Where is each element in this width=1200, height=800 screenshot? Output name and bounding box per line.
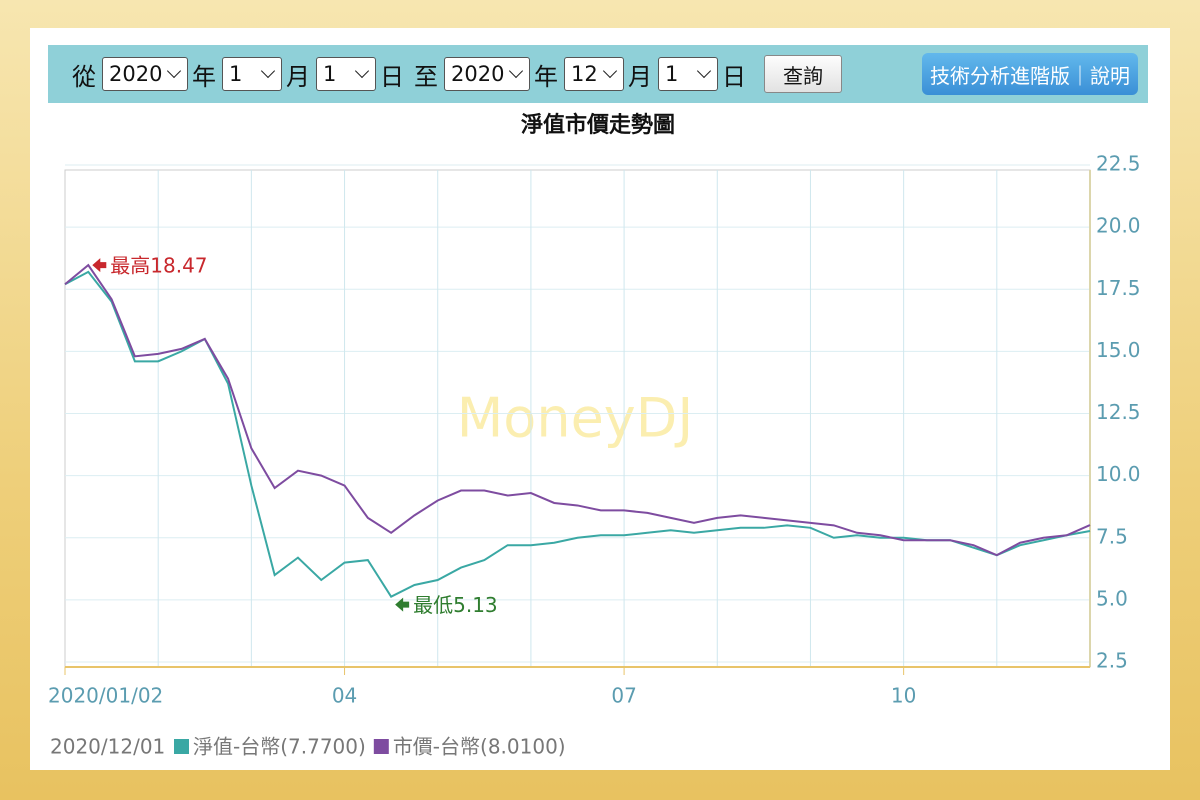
y-tick-label: 10.0: [1096, 462, 1141, 486]
label: 月: [286, 62, 310, 91]
day-select[interactable]: 1: [316, 57, 376, 91]
label: 日: [722, 62, 746, 91]
legend-date: 2020/12/01: [50, 735, 165, 759]
y-tick-label: 17.5: [1096, 276, 1141, 300]
month-select[interactable]: 12: [564, 57, 624, 91]
x-tick-label: 2020/01/02: [48, 684, 163, 708]
annotation: 最低5.13: [413, 593, 498, 617]
x-tick-label: 07: [611, 684, 636, 708]
y-tick-label: 5.0: [1096, 586, 1128, 610]
day-select[interactable]: 1: [658, 57, 718, 91]
month-select[interactable]: 1: [222, 57, 282, 91]
panel: 從 2020 年 1 月 1 日 至 2020 年 12 月 1 日 查詢 技術…: [30, 28, 1170, 770]
year-select[interactable]: 2020: [102, 57, 188, 91]
y-tick-label: 15.0: [1096, 338, 1141, 362]
annotation-arrow: [92, 258, 107, 273]
x-tick-label: 10: [891, 684, 916, 708]
x-tick-label: 04: [332, 684, 357, 708]
y-tick-label: 22.5: [1096, 152, 1141, 176]
legend-swatch: [373, 739, 389, 754]
advanced-button[interactable]: 技術分析進階版｜說明: [922, 53, 1138, 95]
label: 從: [72, 62, 96, 91]
label: 年: [534, 62, 558, 91]
legend-label: 淨值-台幣(7.7700): [193, 735, 366, 759]
toolbar: 從 2020 年 1 月 1 日 至 2020 年 12 月 1 日 查詢 技術…: [48, 45, 1148, 103]
y-tick-label: 2.5: [1096, 649, 1128, 673]
year-select[interactable]: 2020: [444, 57, 530, 91]
label: 至: [414, 62, 438, 91]
y-tick-label: 7.5: [1096, 524, 1128, 548]
annotation: 最高18.47: [110, 254, 207, 278]
query-button[interactable]: 查詢: [764, 55, 842, 93]
y-tick-label: 20.0: [1096, 214, 1141, 238]
label: 日: [380, 62, 404, 91]
label: 年: [192, 62, 216, 91]
legend-swatch: [174, 739, 189, 754]
chart-title: 淨值市價走勢圖: [521, 112, 675, 138]
series-line: [64, 263, 1091, 557]
legend-label: 市價-台幣(8.0100): [393, 735, 566, 759]
watermark: MoneyDJ: [457, 387, 694, 450]
y-tick-label: 12.5: [1096, 400, 1141, 424]
annotation-arrow: [395, 597, 410, 612]
label: 月: [628, 62, 652, 91]
